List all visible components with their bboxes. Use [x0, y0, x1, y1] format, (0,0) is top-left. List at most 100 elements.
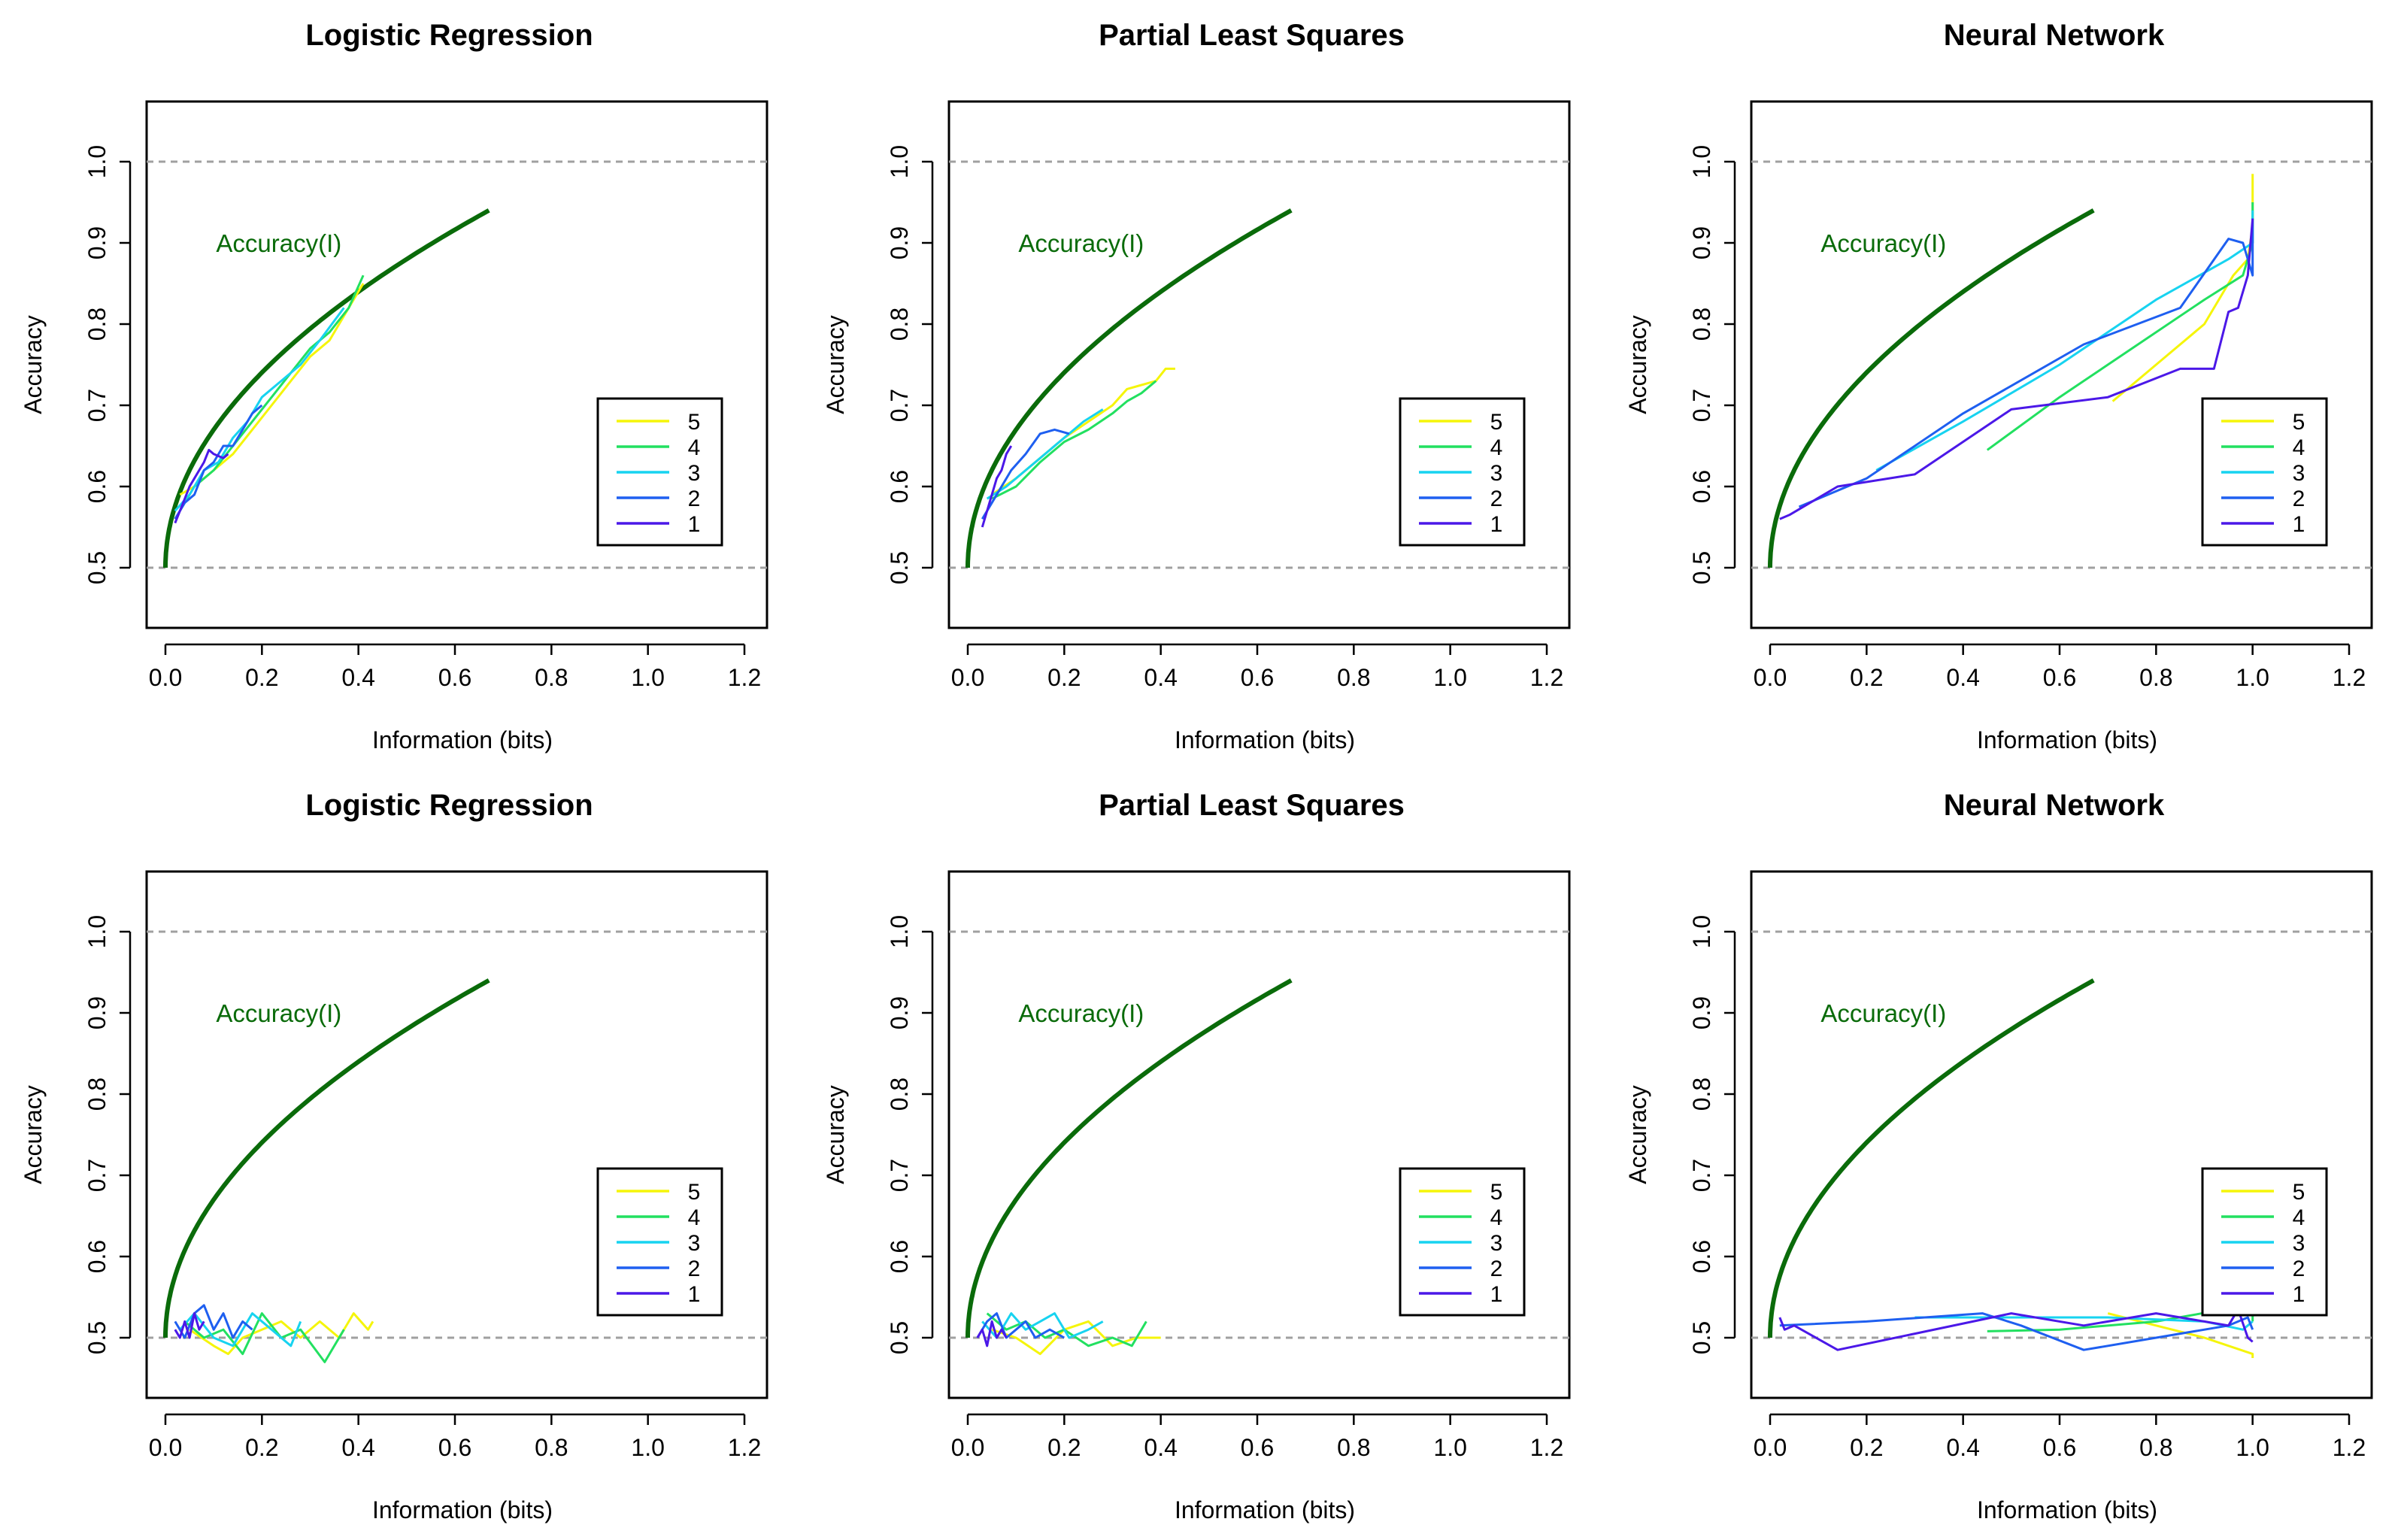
chart-svg: Neural Network 0.0 0.2 0.4 0.6 0.8 1.0 1.2 Infor… [1624, 789, 2373, 1523]
legend-label-3: 3 [2293, 461, 2305, 486]
legend-label-2: 2 [688, 487, 701, 511]
chart-title: Partial Least Squares [1099, 19, 1405, 52]
curve-annotation: Accuracy(I) [216, 229, 341, 257]
chart-panel-3: Neural Network 0.0 0.2 0.4 0.6 0.8 1.0 1.2 Infor… [1605, 0, 2407, 770]
legend-label-4: 4 [688, 1205, 701, 1230]
chart-panel-4: Logistic Regression 0.0 0.2 0.4 0.6 0.8 1.0 1.2… [0, 770, 802, 1540]
x-tick-label: 0.8 [535, 664, 568, 691]
series-line-2 [174, 404, 263, 520]
y-tick-label: 0.6 [83, 1240, 111, 1273]
legend-label-5: 5 [1490, 410, 1503, 435]
legend-label-5: 5 [2293, 410, 2305, 435]
series-line-1 [976, 1320, 1008, 1348]
x-axis-label: Information (bits) [1977, 726, 2157, 753]
y-tick-label: 0.7 [1688, 389, 1715, 422]
y-tick-label: 0.9 [886, 996, 913, 1029]
legend-label-1: 1 [1490, 1282, 1503, 1307]
x-axis-label: Information (bits) [372, 1496, 553, 1523]
y-axis-label: Accuracy [20, 1085, 47, 1184]
legend-label-2: 2 [1490, 487, 1503, 511]
accuracy-curve [1768, 978, 2095, 1338]
y-tick-label: 0.8 [83, 308, 111, 341]
chart-panel-2: Partial Least Squares 0.0 0.2 0.4 0.6 0.8 1.0 1… [802, 0, 1605, 770]
series-line-1 [981, 445, 1013, 528]
plot-frame [947, 870, 1571, 1399]
x-tick-label: 0.4 [1144, 664, 1177, 691]
curve-annotation: Accuracy(I) [1018, 229, 1144, 257]
x-tick-label: 1.2 [728, 1434, 761, 1461]
legend-label-4: 4 [2293, 1205, 2305, 1230]
plot-frame [145, 870, 768, 1399]
chart-svg: Logistic Regression 0.0 0.2 0.4 0.6 0.8 1.0 1.2… [20, 19, 768, 753]
curve-annotation: Accuracy(I) [1820, 229, 1946, 257]
y-axis-label: Accuracy [20, 315, 47, 414]
legend-label-3: 3 [688, 1231, 701, 1256]
y-tick-label: 0.6 [886, 1240, 913, 1273]
legend-label-1: 1 [2293, 512, 2305, 537]
curve-annotation: Accuracy(I) [216, 999, 341, 1027]
plot-frame [1750, 100, 2373, 629]
y-tick-label: 1.0 [886, 915, 913, 948]
y-tick-label: 0.6 [886, 470, 913, 503]
legend-label-2: 2 [688, 1257, 701, 1281]
x-tick-label: 0.6 [438, 1434, 471, 1461]
chart-title: Partial Least Squares [1099, 789, 1405, 822]
x-tick-label: 0.2 [1850, 1434, 1883, 1461]
x-tick-label: 0.2 [1047, 664, 1081, 691]
y-tick-label: 1.0 [1688, 145, 1715, 178]
legend-label-4: 4 [1490, 435, 1503, 460]
plot-frame [947, 100, 1571, 629]
x-tick-label: 1.0 [631, 1434, 664, 1461]
y-tick-label: 0.7 [886, 389, 913, 422]
x-tick-label: 0.4 [1946, 1434, 1979, 1461]
legend-label-3: 3 [688, 461, 701, 486]
x-tick-label: 0.6 [2043, 664, 2076, 691]
y-axis-label: Accuracy [822, 1085, 849, 1184]
accuracy-curve [163, 978, 490, 1338]
x-tick-label: 1.2 [728, 664, 761, 691]
chart-title: Neural Network [1944, 19, 2165, 52]
chart-title: Logistic Regression [305, 19, 593, 52]
x-tick-label: 0.8 [1337, 1434, 1370, 1461]
y-tick-label: 0.9 [83, 226, 111, 259]
series-line-3 [179, 1312, 302, 1348]
chart-panel-6: Neural Network 0.0 0.2 0.4 0.6 0.8 1.0 1.2 Infor… [1605, 770, 2407, 1540]
y-tick-label: 0.9 [1688, 996, 1715, 1029]
x-tick-label: 1.0 [2236, 664, 2269, 691]
y-tick-label: 0.5 [886, 1321, 913, 1354]
series-line-1 [174, 448, 229, 524]
series-line-1 [1779, 218, 2254, 520]
y-tick-label: 1.0 [886, 145, 913, 178]
curve-annotation: Accuracy(I) [1018, 999, 1144, 1027]
series-line-5 [2107, 1312, 2254, 1358]
series-line-2 [981, 428, 1070, 520]
y-tick-label: 0.8 [886, 1078, 913, 1111]
y-tick-label: 0.9 [83, 996, 111, 1029]
chart-panel-1: Logistic Regression 0.0 0.2 0.4 0.6 0.8 1.0 1.2… [0, 0, 802, 770]
legend-label-4: 4 [688, 435, 701, 460]
y-tick-label: 0.8 [1688, 308, 1715, 341]
x-tick-label: 0.6 [1241, 1434, 1274, 1461]
x-tick-label: 0.8 [2139, 1434, 2172, 1461]
legend-label-4: 4 [2293, 435, 2305, 460]
x-tick-label: 0.4 [1144, 1434, 1177, 1461]
series-line-5 [189, 1312, 374, 1356]
series-line-2 [976, 1312, 1066, 1339]
x-tick-label: 0.0 [149, 1434, 182, 1461]
accuracy-curve [966, 208, 1293, 568]
y-tick-label: 0.8 [886, 308, 913, 341]
y-axis-label: Accuracy [1624, 1085, 1651, 1184]
x-axis-label: Information (bits) [1977, 1496, 2157, 1523]
legend-label-5: 5 [1490, 1180, 1503, 1205]
x-tick-label: 0.4 [1946, 664, 1979, 691]
series-line-4 [179, 274, 365, 512]
y-axis-label: Accuracy [822, 315, 849, 414]
series-line-4 [991, 380, 1157, 500]
legend-label-2: 2 [2293, 1257, 2305, 1281]
plot-frame [1750, 870, 2373, 1399]
y-tick-label: 0.6 [1688, 470, 1715, 503]
x-axis-label: Information (bits) [372, 726, 553, 753]
series-line-3 [986, 408, 1104, 500]
x-tick-label: 1.2 [1530, 664, 1563, 691]
